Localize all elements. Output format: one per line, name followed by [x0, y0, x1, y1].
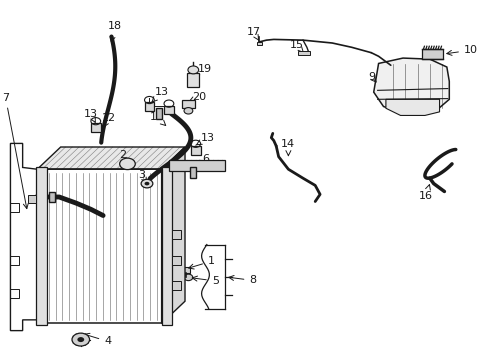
Bar [168, 160, 224, 171]
Bar [156, 108, 162, 119]
Circle shape [141, 179, 153, 188]
Circle shape [183, 108, 192, 114]
Text: 3: 3 [138, 170, 146, 183]
Text: 12: 12 [102, 113, 116, 127]
Bar [161, 167, 172, 325]
Bar [190, 167, 196, 178]
Text: 17: 17 [246, 27, 260, 40]
Bar [298, 51, 310, 55]
Text: 2: 2 [119, 150, 127, 163]
Bar [190, 146, 200, 154]
Bar [172, 230, 181, 239]
Polygon shape [373, 58, 448, 114]
Text: 13: 13 [84, 109, 98, 122]
Text: 4: 4 [84, 333, 111, 346]
Bar [91, 123, 101, 132]
Bar [144, 102, 154, 111]
Text: 13: 13 [152, 87, 168, 102]
Circle shape [187, 66, 198, 74]
Polygon shape [10, 289, 19, 298]
Bar [181, 100, 195, 108]
Bar [172, 280, 181, 289]
Text: 19: 19 [194, 64, 211, 76]
Circle shape [183, 274, 192, 281]
Circle shape [120, 158, 135, 170]
Text: 5: 5 [192, 276, 219, 286]
Text: 14: 14 [281, 139, 295, 156]
Circle shape [144, 182, 149, 185]
Bar [182, 267, 189, 273]
Text: 18: 18 [108, 21, 122, 42]
Polygon shape [10, 203, 19, 212]
Text: 20: 20 [189, 92, 206, 102]
Bar [172, 256, 181, 265]
Text: 8: 8 [228, 275, 256, 285]
Text: 9: 9 [368, 72, 375, 82]
Bar [421, 49, 442, 59]
Polygon shape [161, 147, 184, 323]
Bar [36, 167, 47, 325]
Text: 1: 1 [188, 256, 215, 269]
Polygon shape [37, 147, 184, 169]
Bar [163, 106, 173, 114]
Bar [256, 42, 261, 45]
Polygon shape [10, 256, 19, 265]
Polygon shape [385, 99, 439, 116]
Circle shape [72, 333, 89, 346]
Text: 15: 15 [289, 40, 303, 53]
Text: 7: 7 [2, 93, 28, 209]
Bar [187, 73, 199, 87]
Text: 10: 10 [446, 45, 477, 55]
Text: 11: 11 [149, 112, 165, 126]
Bar [27, 195, 36, 203]
Bar [49, 192, 55, 202]
Text: 16: 16 [418, 185, 432, 201]
Circle shape [77, 337, 84, 342]
Text: 13: 13 [195, 133, 215, 145]
Text: 6: 6 [196, 154, 208, 165]
